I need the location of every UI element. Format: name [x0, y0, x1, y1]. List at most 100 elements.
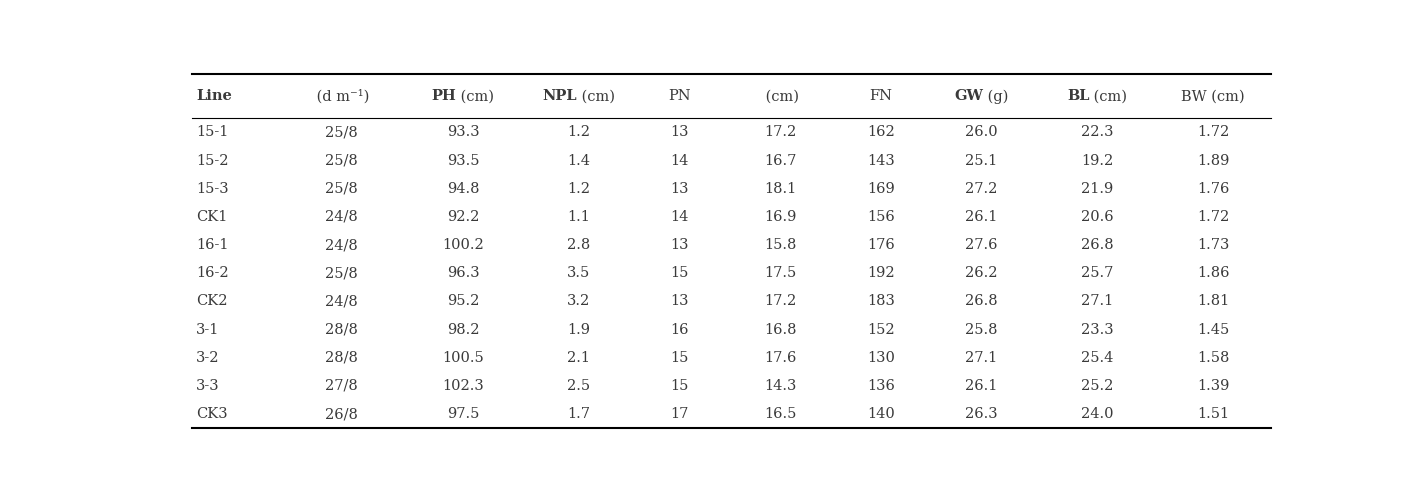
Text: 100.2: 100.2	[442, 238, 484, 252]
Text: 3.2: 3.2	[568, 294, 591, 308]
Text: 15.8: 15.8	[763, 238, 796, 252]
Text: 13: 13	[671, 294, 689, 308]
Text: 26.1: 26.1	[965, 379, 997, 393]
Text: (g): (g)	[983, 89, 1009, 104]
Text: 102.3: 102.3	[442, 379, 484, 393]
Text: BW (cm): BW (cm)	[1182, 89, 1244, 103]
Text: 18.1: 18.1	[763, 182, 796, 196]
Text: 143: 143	[866, 154, 895, 167]
Text: 16-2: 16-2	[195, 266, 228, 280]
Text: 26.8: 26.8	[1080, 238, 1113, 252]
Text: 26.0: 26.0	[965, 125, 997, 139]
Text: 24/8: 24/8	[325, 294, 357, 308]
Text: PH: PH	[431, 89, 457, 103]
Text: 94.8: 94.8	[447, 182, 479, 196]
Text: 1.72: 1.72	[1197, 125, 1229, 139]
Text: 26.1: 26.1	[965, 210, 997, 224]
Text: 152: 152	[868, 323, 895, 336]
Text: 16-1: 16-1	[195, 238, 228, 252]
Text: NPL: NPL	[542, 89, 577, 103]
Text: 95.2: 95.2	[447, 294, 479, 308]
Text: 15-3: 15-3	[195, 182, 228, 196]
Text: 25/8: 25/8	[325, 154, 357, 167]
Text: (cm): (cm)	[761, 89, 799, 103]
Text: 13: 13	[671, 182, 689, 196]
Text: 15-1: 15-1	[195, 125, 228, 139]
Text: 21.9: 21.9	[1082, 182, 1113, 196]
Text: 25.1: 25.1	[965, 154, 997, 167]
Text: 20.6: 20.6	[1080, 210, 1113, 224]
Text: 13: 13	[671, 125, 689, 139]
Text: 19.2: 19.2	[1082, 154, 1113, 167]
Text: 162: 162	[866, 125, 895, 139]
Text: 27.1: 27.1	[1082, 294, 1113, 308]
Text: 17.2: 17.2	[763, 125, 796, 139]
Text: 17: 17	[671, 407, 689, 421]
Text: 25.8: 25.8	[965, 323, 997, 336]
Text: 92.2: 92.2	[447, 210, 479, 224]
Text: 3-2: 3-2	[195, 351, 220, 365]
Text: 2.1: 2.1	[568, 351, 591, 365]
Text: 1.76: 1.76	[1197, 182, 1229, 196]
Text: 26/8: 26/8	[324, 407, 358, 421]
Text: 27.2: 27.2	[965, 182, 997, 196]
Text: 1.72: 1.72	[1197, 210, 1229, 224]
Text: 27.6: 27.6	[965, 238, 997, 252]
Text: 130: 130	[866, 351, 895, 365]
Text: 2.5: 2.5	[568, 379, 591, 393]
Text: 100.5: 100.5	[442, 351, 484, 365]
Text: (cm): (cm)	[457, 89, 494, 103]
Text: FN: FN	[869, 89, 892, 103]
Text: 28/8: 28/8	[324, 323, 358, 336]
Text: 27.1: 27.1	[965, 351, 997, 365]
Text: 93.3: 93.3	[447, 125, 479, 139]
Text: 25/8: 25/8	[325, 125, 357, 139]
Text: 25.4: 25.4	[1082, 351, 1113, 365]
Text: 169: 169	[866, 182, 895, 196]
Text: 176: 176	[866, 238, 895, 252]
Text: 136: 136	[866, 379, 895, 393]
Text: 15-2: 15-2	[195, 154, 228, 167]
Text: 98.2: 98.2	[447, 323, 479, 336]
Text: 3-1: 3-1	[195, 323, 220, 336]
Text: 28/8: 28/8	[324, 351, 358, 365]
Text: 1.86: 1.86	[1197, 266, 1229, 280]
Text: 17.2: 17.2	[763, 294, 796, 308]
Text: 14: 14	[671, 210, 689, 224]
Text: 1.4: 1.4	[568, 154, 591, 167]
Text: 2.8: 2.8	[568, 238, 591, 252]
Text: 27/8: 27/8	[325, 379, 357, 393]
Text: 183: 183	[866, 294, 895, 308]
Text: 25/8: 25/8	[325, 266, 357, 280]
Text: 16.8: 16.8	[763, 323, 796, 336]
Text: 23.3: 23.3	[1080, 323, 1113, 336]
Text: 93.5: 93.5	[447, 154, 479, 167]
Text: 1.58: 1.58	[1197, 351, 1229, 365]
Text: 17.5: 17.5	[763, 266, 796, 280]
Text: 1.73: 1.73	[1197, 238, 1229, 252]
Text: 156: 156	[866, 210, 895, 224]
Text: 1.2: 1.2	[568, 182, 591, 196]
Text: 1.7: 1.7	[568, 407, 591, 421]
Text: 13: 13	[671, 238, 689, 252]
Text: PN: PN	[668, 89, 691, 103]
Text: 3-3: 3-3	[195, 379, 220, 393]
Text: 16.7: 16.7	[763, 154, 796, 167]
Text: 17.6: 17.6	[763, 351, 796, 365]
Text: BL: BL	[1067, 89, 1089, 103]
Text: (d m⁻¹): (d m⁻¹)	[313, 89, 370, 104]
Text: 24.0: 24.0	[1082, 407, 1113, 421]
Text: 26.8: 26.8	[965, 294, 997, 308]
Text: 1.9: 1.9	[568, 323, 591, 336]
Text: CK1: CK1	[195, 210, 227, 224]
Text: 14.3: 14.3	[763, 379, 796, 393]
Text: 24/8: 24/8	[325, 238, 357, 252]
Text: 26.3: 26.3	[965, 407, 997, 421]
Text: 1.1: 1.1	[568, 210, 591, 224]
Text: 1.39: 1.39	[1197, 379, 1229, 393]
Text: 25.7: 25.7	[1082, 266, 1113, 280]
Text: 15: 15	[671, 266, 689, 280]
Text: 26.2: 26.2	[965, 266, 997, 280]
Text: 97.5: 97.5	[447, 407, 479, 421]
Text: 14: 14	[671, 154, 689, 167]
